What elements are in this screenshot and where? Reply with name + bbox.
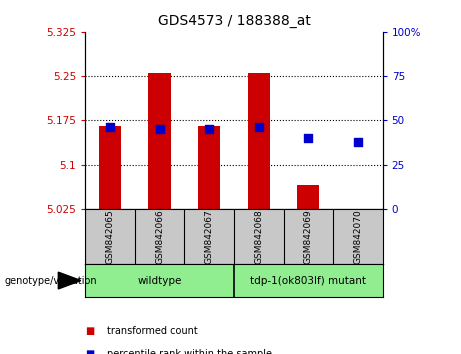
Text: percentile rank within the sample: percentile rank within the sample	[107, 349, 272, 354]
Title: GDS4573 / 188388_at: GDS4573 / 188388_at	[158, 14, 310, 28]
Text: GSM842066: GSM842066	[155, 209, 164, 264]
Text: wildtype: wildtype	[137, 275, 182, 286]
Text: GSM842069: GSM842069	[304, 209, 313, 264]
Text: tdp-1(ok803lf) mutant: tdp-1(ok803lf) mutant	[250, 275, 366, 286]
Text: GSM842067: GSM842067	[205, 209, 214, 264]
Point	[156, 126, 163, 132]
Text: GSM842065: GSM842065	[106, 209, 115, 264]
Text: ■: ■	[85, 349, 95, 354]
Point	[106, 125, 114, 130]
Text: ■: ■	[85, 326, 95, 336]
Bar	[297, 185, 319, 209]
Text: transformed count: transformed count	[107, 326, 198, 336]
Point	[305, 135, 312, 141]
Bar	[198, 126, 220, 209]
Text: genotype/variation: genotype/variation	[5, 275, 97, 286]
Text: GSM842068: GSM842068	[254, 209, 263, 264]
Bar	[99, 126, 121, 209]
Polygon shape	[58, 272, 81, 289]
Point	[206, 126, 213, 132]
Point	[255, 125, 262, 130]
Point	[354, 139, 361, 144]
Text: GSM842070: GSM842070	[353, 209, 362, 264]
Bar	[248, 73, 270, 209]
Bar	[148, 73, 171, 209]
